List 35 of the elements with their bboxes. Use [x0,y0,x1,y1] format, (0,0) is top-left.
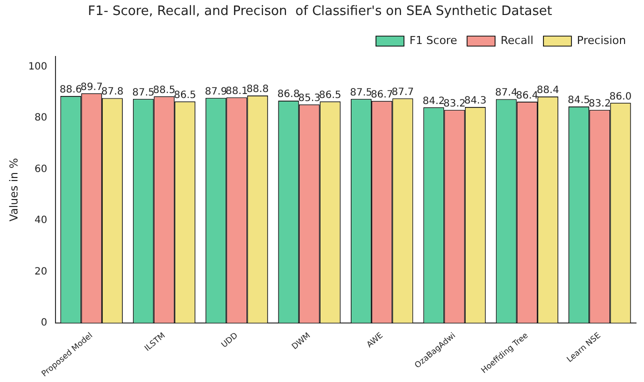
data-label: 87.5 [350,87,372,98]
data-label: 86.5 [319,90,342,102]
legend-label: F1 Score [409,34,458,47]
legend-label: Precision [576,34,626,47]
y-tick-label: 40 [34,215,48,226]
y-tick-label: 60 [34,164,48,175]
data-label: 88.8 [246,84,269,96]
chart-title: F1- Score, Recall, and Precison of Classifier's on SEA Synthetic Dataset [88,4,552,20]
data-label: 86.4 [516,90,538,102]
data-label: 83.2 [588,98,611,110]
data-label: 84.5 [568,95,590,106]
y-tick-label: 20 [34,266,48,278]
data-label: 85.3 [298,93,320,104]
data-label: 84.3 [464,96,486,107]
data-label: 87.7 [392,86,414,98]
data-label: 86.5 [174,90,196,102]
data-label: 88.5 [153,84,176,96]
data-label: 86.8 [277,89,300,100]
data-label: 88.4 [536,85,560,96]
data-label: 87.9 [204,86,228,98]
data-label: 89.7 [80,82,103,93]
data-label: 87.4 [495,88,518,99]
data-label: 87.8 [101,86,124,98]
y-tick-label: 80 [34,112,48,124]
y-tick-label: 0 [40,317,48,328]
data-label: 86.0 [609,91,632,102]
data-label: 87.5 [132,87,154,98]
data-label: 88.6 [60,84,82,96]
y-tick-label: 100 [28,61,48,72]
data-label: 83.2 [443,98,466,110]
legend-label: Recall [500,34,534,47]
data-label: 84.2 [422,96,445,107]
data-label: 88.1 [226,86,248,97]
y-axis-title: Values in % [7,158,20,222]
data-label: 86.7 [370,89,394,100]
